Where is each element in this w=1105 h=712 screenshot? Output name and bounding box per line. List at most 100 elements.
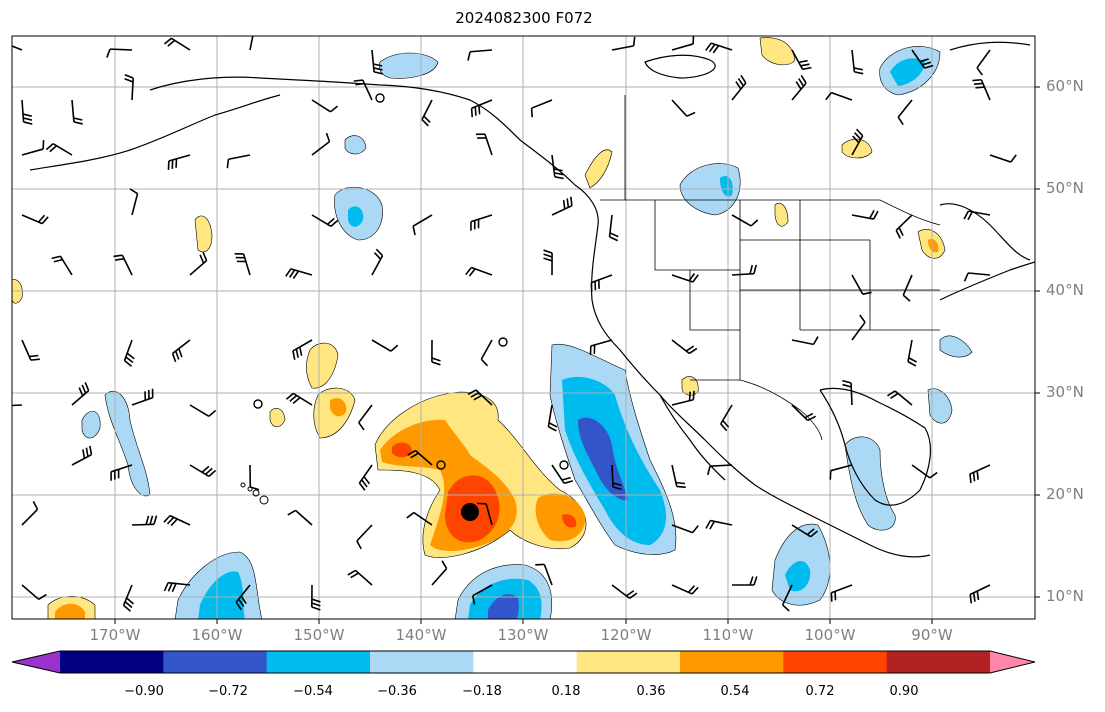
colorbar-outline: [11, 650, 1036, 674]
wind-barb: [543, 249, 553, 276]
wind-barb: [791, 524, 819, 538]
colorbar-tick-label: −0.54: [293, 684, 333, 699]
contour-pos-054-c: [562, 514, 577, 528]
contour-neg-036-plains: [720, 175, 733, 197]
wind-barb: [167, 154, 191, 170]
wind-barb: [371, 339, 399, 352]
east-coast: [939, 261, 1035, 301]
wind-barb: [530, 99, 553, 118]
wind-barb: [12, 45, 23, 51]
wind-barb: [189, 404, 217, 418]
wind-barb: [830, 584, 853, 602]
wind-barb: [897, 99, 913, 126]
colorbar-segment: [60, 651, 164, 673]
wind-barb: [851, 49, 864, 75]
contour-neg-036-nw: [348, 206, 364, 227]
wind-barb: [189, 251, 208, 276]
wind-barb: [911, 49, 934, 69]
wind-barb: [421, 99, 433, 127]
contour-pos-018-e: [269, 407, 286, 428]
contour-pos-018-k: [841, 138, 873, 159]
lat-label-20: 20°N: [1046, 485, 1084, 503]
contour-neg-036-sw: [198, 571, 245, 619]
us-canada-border-east: [879, 199, 941, 226]
wind-barb: [406, 511, 433, 526]
colorbar-tick-label: −0.36: [377, 684, 417, 699]
wind-barb: [706, 464, 733, 476]
wind-barb: [113, 254, 133, 276]
wind-barb: [989, 154, 1017, 163]
contour-neg-036-ne: [890, 58, 925, 86]
colorbar-segment: [266, 651, 371, 673]
wind-barb: [71, 99, 83, 125]
wind-barb: [851, 314, 866, 341]
contour-neg-018-north: [379, 52, 439, 79]
state-borders-east: [800, 240, 940, 331]
lat-label-60: 60°N: [1046, 77, 1084, 95]
wind-barb: [470, 99, 493, 118]
colorbar-tick-label: −0.90: [124, 684, 164, 699]
lon-label-90: 90°W: [911, 626, 953, 644]
wind-barb: [467, 49, 493, 61]
wind-barb: [895, 214, 913, 239]
contour-pos-018-h: [584, 149, 613, 189]
wind-barb: [171, 339, 191, 363]
wind-barb: [791, 49, 812, 71]
wind-barb: [285, 392, 313, 406]
labrador-coast: [949, 41, 1031, 51]
wind-barb: [731, 576, 758, 586]
wind-barb: [731, 264, 757, 276]
wind-barb: [608, 214, 619, 242]
wind-barb-layer: [12, 36, 1017, 612]
colorbar-segment: [163, 651, 268, 673]
wind-barb: [311, 132, 331, 156]
wind-barb: [45, 143, 73, 156]
wind-barb: [407, 449, 433, 466]
colorbar-tick-label: 0.72: [805, 684, 835, 699]
wind-barb: [611, 36, 636, 51]
wind-barb: [311, 214, 339, 228]
lon-label-110: 110°W: [702, 626, 754, 644]
contour-neg-054-south: [488, 594, 519, 619]
colorbar-extend-min: [12, 651, 60, 673]
wind-barb: [189, 464, 217, 478]
wind-barb: [851, 128, 864, 156]
wind-barb: [671, 339, 698, 355]
aleutian-chain: [29, 94, 281, 171]
wind-barb: [969, 584, 991, 604]
contour-neg-054: [578, 417, 628, 501]
axis-ticks: [114, 86, 1040, 624]
wind-barb: [791, 336, 819, 346]
wind-barb: [311, 99, 339, 113]
wind-barb: [71, 445, 93, 466]
contour-pos-036-f: [55, 603, 85, 619]
wind-barb: [122, 584, 134, 612]
contour-neg-018-east: [939, 335, 973, 358]
colorbar-tick-label: 0.54: [720, 684, 750, 699]
us-mexico-border: [690, 379, 823, 441]
wind-barb: [12, 404, 23, 407]
colorbar-segment: [370, 651, 474, 673]
wind-barb: [358, 404, 373, 431]
wind-barb: [671, 99, 696, 117]
wind-barb: [353, 79, 373, 101]
wind-barb: [123, 339, 135, 367]
contour-pos-018-l: [681, 376, 699, 396]
wind-barb: [356, 524, 373, 550]
wind-barb: [781, 584, 793, 612]
colorbar-segment: [680, 651, 784, 673]
wind-barb: [907, 339, 918, 367]
wind-barb: [470, 214, 493, 231]
state-borders-west: [654, 200, 741, 380]
wind-barb: [131, 515, 158, 526]
wind-barb: [234, 253, 251, 276]
calm-markers: [253, 93, 569, 470]
lon-label-170: 170°W: [89, 626, 141, 644]
wind-barb: [705, 42, 733, 54]
wind-barb: [431, 560, 448, 586]
wind-barb: [431, 339, 441, 366]
wind-barb: [911, 464, 938, 479]
wind-barb: [551, 196, 573, 216]
wind-barb: [972, 78, 991, 101]
